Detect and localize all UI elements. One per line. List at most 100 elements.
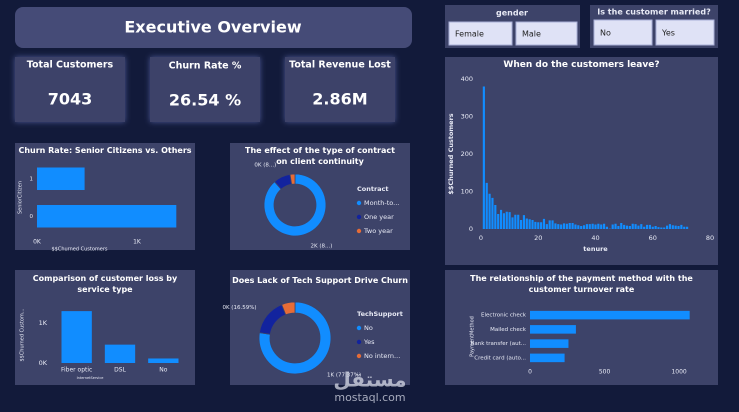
x-tick-label: 500 <box>599 369 611 376</box>
y-tick-label: 400 <box>461 75 473 83</box>
bar <box>674 225 677 229</box>
x-tick-label: 1K <box>133 239 142 246</box>
watermark: مستقل <box>333 368 406 392</box>
x-axis-label: tenure <box>583 245 608 253</box>
bar <box>668 224 671 229</box>
bar <box>597 223 600 229</box>
bar <box>617 226 620 229</box>
card <box>150 57 260 122</box>
bar <box>614 223 617 229</box>
bar <box>530 310 690 320</box>
bar <box>628 226 631 229</box>
bar <box>648 224 651 229</box>
bar <box>588 224 591 229</box>
card <box>285 57 395 122</box>
slicer-button[interactable] <box>655 19 715 46</box>
bar <box>683 226 686 229</box>
legend-marker <box>356 339 362 345</box>
bar <box>565 223 568 229</box>
bar <box>643 226 646 229</box>
legend-title: TechSupport <box>357 310 403 318</box>
donut-slice <box>281 301 296 316</box>
x-tick-label: 0 <box>479 234 483 242</box>
bar <box>491 197 494 229</box>
bar <box>640 224 643 229</box>
chart-panel <box>15 143 195 250</box>
y-axis-label: SeniorCitizen <box>18 181 24 214</box>
x-tick-label: 0K <box>33 239 42 246</box>
bar <box>482 86 485 229</box>
bar <box>560 224 563 229</box>
bar <box>148 358 179 363</box>
bar <box>631 223 634 229</box>
slicer-option[interactable]: Yes <box>661 29 675 38</box>
slicer-option[interactable]: Female <box>455 30 484 39</box>
legend-marker <box>356 353 362 359</box>
bar <box>520 220 523 229</box>
bar <box>505 211 508 229</box>
bar <box>677 226 680 229</box>
chart-panel <box>445 57 718 265</box>
bar <box>494 205 497 229</box>
bar <box>645 224 649 229</box>
bar <box>497 214 500 229</box>
bar <box>603 223 606 229</box>
legend-label: One year <box>364 213 394 221</box>
y-tick-label: Mailed check <box>490 327 527 333</box>
y-tick-label: Bank transfer (aut... <box>471 341 527 347</box>
chart-title: Comparison of customer loss by service t… <box>32 274 178 294</box>
bar <box>530 339 569 348</box>
x-tick-label: 80 <box>706 234 714 242</box>
y-tick-label: 0K <box>39 359 48 367</box>
donut-slice <box>263 173 327 237</box>
y-tick-label: 1K <box>39 319 48 327</box>
bar <box>554 223 557 229</box>
y-axis-label: $$Churned Custom... <box>20 308 26 362</box>
title-panel <box>15 7 412 48</box>
slicer-button[interactable] <box>593 19 653 46</box>
bar <box>637 225 640 229</box>
bar <box>577 225 580 229</box>
card-value: 7043 <box>48 90 93 109</box>
bar <box>665 225 669 229</box>
legend-marker <box>356 214 362 220</box>
slicer-option[interactable]: Male <box>522 30 541 39</box>
chart-panel <box>15 270 195 385</box>
bar <box>530 325 576 334</box>
bar <box>104 344 136 363</box>
y-tick-label: 100 <box>461 188 473 196</box>
x-tick-label: No <box>159 367 167 374</box>
bar <box>680 224 683 229</box>
bar <box>502 213 505 229</box>
card-label: Total Customers <box>27 60 114 71</box>
x-tick-label: 60 <box>649 234 657 242</box>
slicer-button[interactable] <box>448 21 513 46</box>
slicer-button[interactable] <box>515 21 578 46</box>
bar <box>571 223 574 229</box>
bar <box>531 220 534 229</box>
x-tick-label: 40 <box>591 234 599 242</box>
x-tick-label: DSL <box>114 367 126 374</box>
bar <box>551 220 554 229</box>
bar <box>37 205 177 228</box>
chart-title: The relationship of the payment method w… <box>470 274 693 294</box>
bar <box>623 224 626 229</box>
data-label: 1K (77.37%) <box>327 373 361 379</box>
card-label: Churn Rate % <box>169 61 242 72</box>
bar <box>557 224 560 229</box>
bar <box>61 311 92 363</box>
y-axis-label: PaymentMethod <box>470 316 476 357</box>
bar <box>568 223 571 229</box>
chart-title: When do the customers leave? <box>503 60 660 70</box>
data-label: 2K (8...) <box>310 244 332 250</box>
legend-label: Two year <box>363 227 393 235</box>
slicer-option[interactable]: No <box>600 29 611 38</box>
bar <box>605 226 609 229</box>
legend-label: Yes <box>363 338 375 346</box>
bar <box>660 227 663 229</box>
y-tick-label: 0 <box>469 225 473 233</box>
card-value: 26.54 % <box>169 91 241 110</box>
